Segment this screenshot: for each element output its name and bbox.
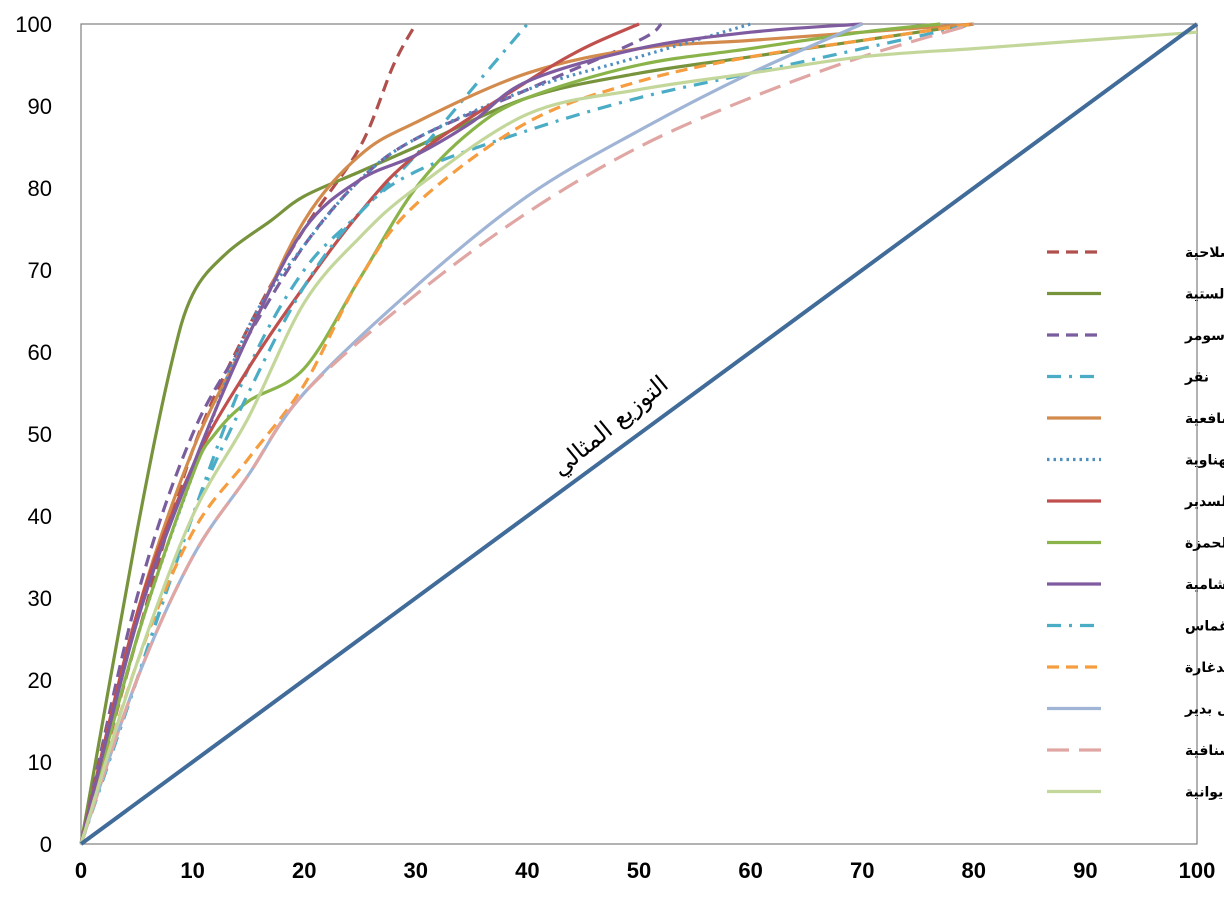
y-tick-label: 100 <box>15 12 52 37</box>
series-line <box>79 22 975 845</box>
x-tick-label: 20 <box>292 858 316 883</box>
legend-label: الشنافية <box>1185 743 1224 759</box>
y-tick-label: 10 <box>28 750 52 775</box>
x-tick-label: 90 <box>1073 858 1097 883</box>
x-tick-label: 60 <box>738 858 762 883</box>
legend-label: الشافعية <box>1185 411 1224 427</box>
legend-label: غماس <box>1185 619 1224 635</box>
x-tick-label: 10 <box>180 858 204 883</box>
legend-label: الدغارة <box>1185 660 1224 676</box>
series-line <box>79 22 975 845</box>
series-line <box>79 22 974 845</box>
y-axis-ticks: 0 10 20 30 40 50 60 70 80 90 100 <box>15 12 52 857</box>
x-tick-label: 50 <box>627 858 651 883</box>
x-tick-label: 40 <box>515 858 539 883</box>
x-axis-ticks: 0 10 20 30 40 50 60 70 80 90 100 <box>75 858 1215 883</box>
y-tick-label: 50 <box>28 422 52 447</box>
series-lines <box>79 22 1199 846</box>
y-tick-label: 60 <box>28 340 52 365</box>
series-line <box>79 22 863 845</box>
legend-label: الصلاحية <box>1185 245 1224 261</box>
legend-label: المهناوية <box>1185 453 1224 469</box>
y-tick-label: 0 <box>40 832 52 857</box>
x-tick-label: 30 <box>404 858 428 883</box>
legend-label: الشامية <box>1185 577 1224 593</box>
series-line <box>79 22 640 845</box>
chart-legend: الصلاحية الستية سومر نقر الشافعية المهناوية ال… <box>1047 245 1224 801</box>
legend-label: سومر <box>1184 328 1224 344</box>
y-tick-label: 70 <box>28 258 52 283</box>
series-line <box>79 22 863 845</box>
legend-label: الحمزة <box>1185 536 1224 552</box>
y-tick-label: 80 <box>28 176 52 201</box>
x-tick-label: 80 <box>962 858 986 883</box>
legend-label: السدير <box>1184 494 1224 510</box>
x-tick-label: 0 <box>75 858 87 883</box>
y-tick-label: 30 <box>28 586 52 611</box>
series-line <box>79 22 663 845</box>
legend-label: الديوانية <box>1185 785 1224 801</box>
series-line <box>79 30 1198 845</box>
x-tick-label: 100 <box>1179 858 1216 883</box>
ideal-distribution-label: التوزيع المثالي <box>546 370 673 482</box>
series-line <box>79 22 1199 846</box>
y-tick-label: 40 <box>28 504 52 529</box>
series-line <box>79 22 529 845</box>
legend-label: نقر <box>1184 370 1209 386</box>
y-tick-label: 20 <box>28 668 52 693</box>
legend-label: ال بدير <box>1184 702 1224 718</box>
legend-label: الستية <box>1185 287 1224 303</box>
y-tick-label: 90 <box>28 94 52 119</box>
x-tick-label: 70 <box>850 858 874 883</box>
